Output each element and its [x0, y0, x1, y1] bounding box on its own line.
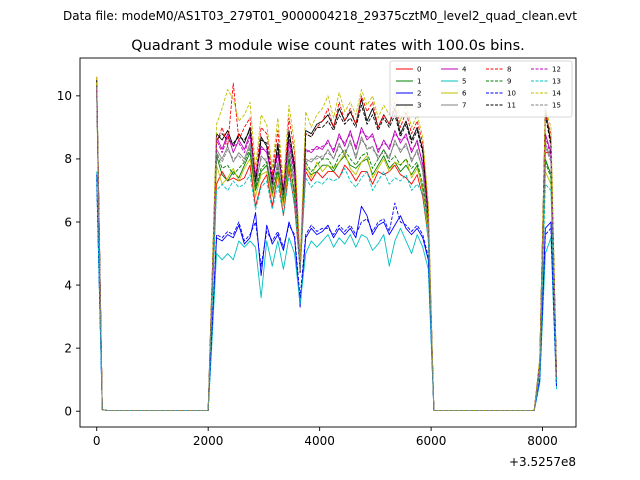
figure-suptitle: Data file: modeM0/AS1T03_279T01_90000042… [63, 9, 577, 23]
legend-label-11: 11 [507, 102, 516, 110]
series-line-15 [96, 86, 557, 412]
legend-label-0: 0 [417, 66, 421, 74]
legend-label-13: 13 [552, 78, 561, 86]
x-offset-label: +3.5257e8 [509, 455, 576, 469]
y-tick-label: 10 [57, 89, 72, 103]
legend-label-8: 8 [507, 66, 511, 74]
legend-label-9: 9 [507, 78, 511, 86]
legend-label-15: 15 [552, 102, 561, 110]
x-axis: 0 2000 4000 6000 8000 [93, 427, 558, 448]
legend-label-4: 4 [462, 66, 467, 74]
legend-label-1: 1 [417, 78, 421, 86]
y-tick-label: 8 [64, 152, 72, 166]
x-tick-label: 8000 [527, 434, 558, 448]
legend-frame [389, 60, 573, 118]
x-tick-label: 2000 [193, 434, 224, 448]
legend-label-6: 6 [462, 90, 467, 98]
y-tick-label: 6 [64, 215, 72, 229]
chart-title: Quadrant 3 module wise count rates with … [131, 38, 525, 54]
series-layer [96, 76, 557, 412]
y-tick-label: 4 [64, 278, 72, 292]
legend-label-10: 10 [507, 90, 516, 98]
legend-label-14: 14 [552, 90, 561, 98]
x-tick-label: 0 [93, 434, 101, 448]
y-tick-label: 2 [64, 341, 72, 355]
y-tick-label: 0 [64, 405, 72, 419]
legend-label-5: 5 [462, 78, 466, 86]
x-tick-label: 4000 [304, 434, 335, 448]
y-axis: 0 2 4 6 8 10 [57, 89, 80, 419]
legend-label-7: 7 [462, 102, 466, 110]
series-line-12 [96, 89, 557, 412]
legend-label-2: 2 [417, 90, 421, 98]
legend-label-3: 3 [417, 102, 421, 110]
x-tick-label: 6000 [416, 434, 447, 448]
plot-frame [79, 57, 577, 428]
legend-label-12: 12 [552, 66, 561, 74]
